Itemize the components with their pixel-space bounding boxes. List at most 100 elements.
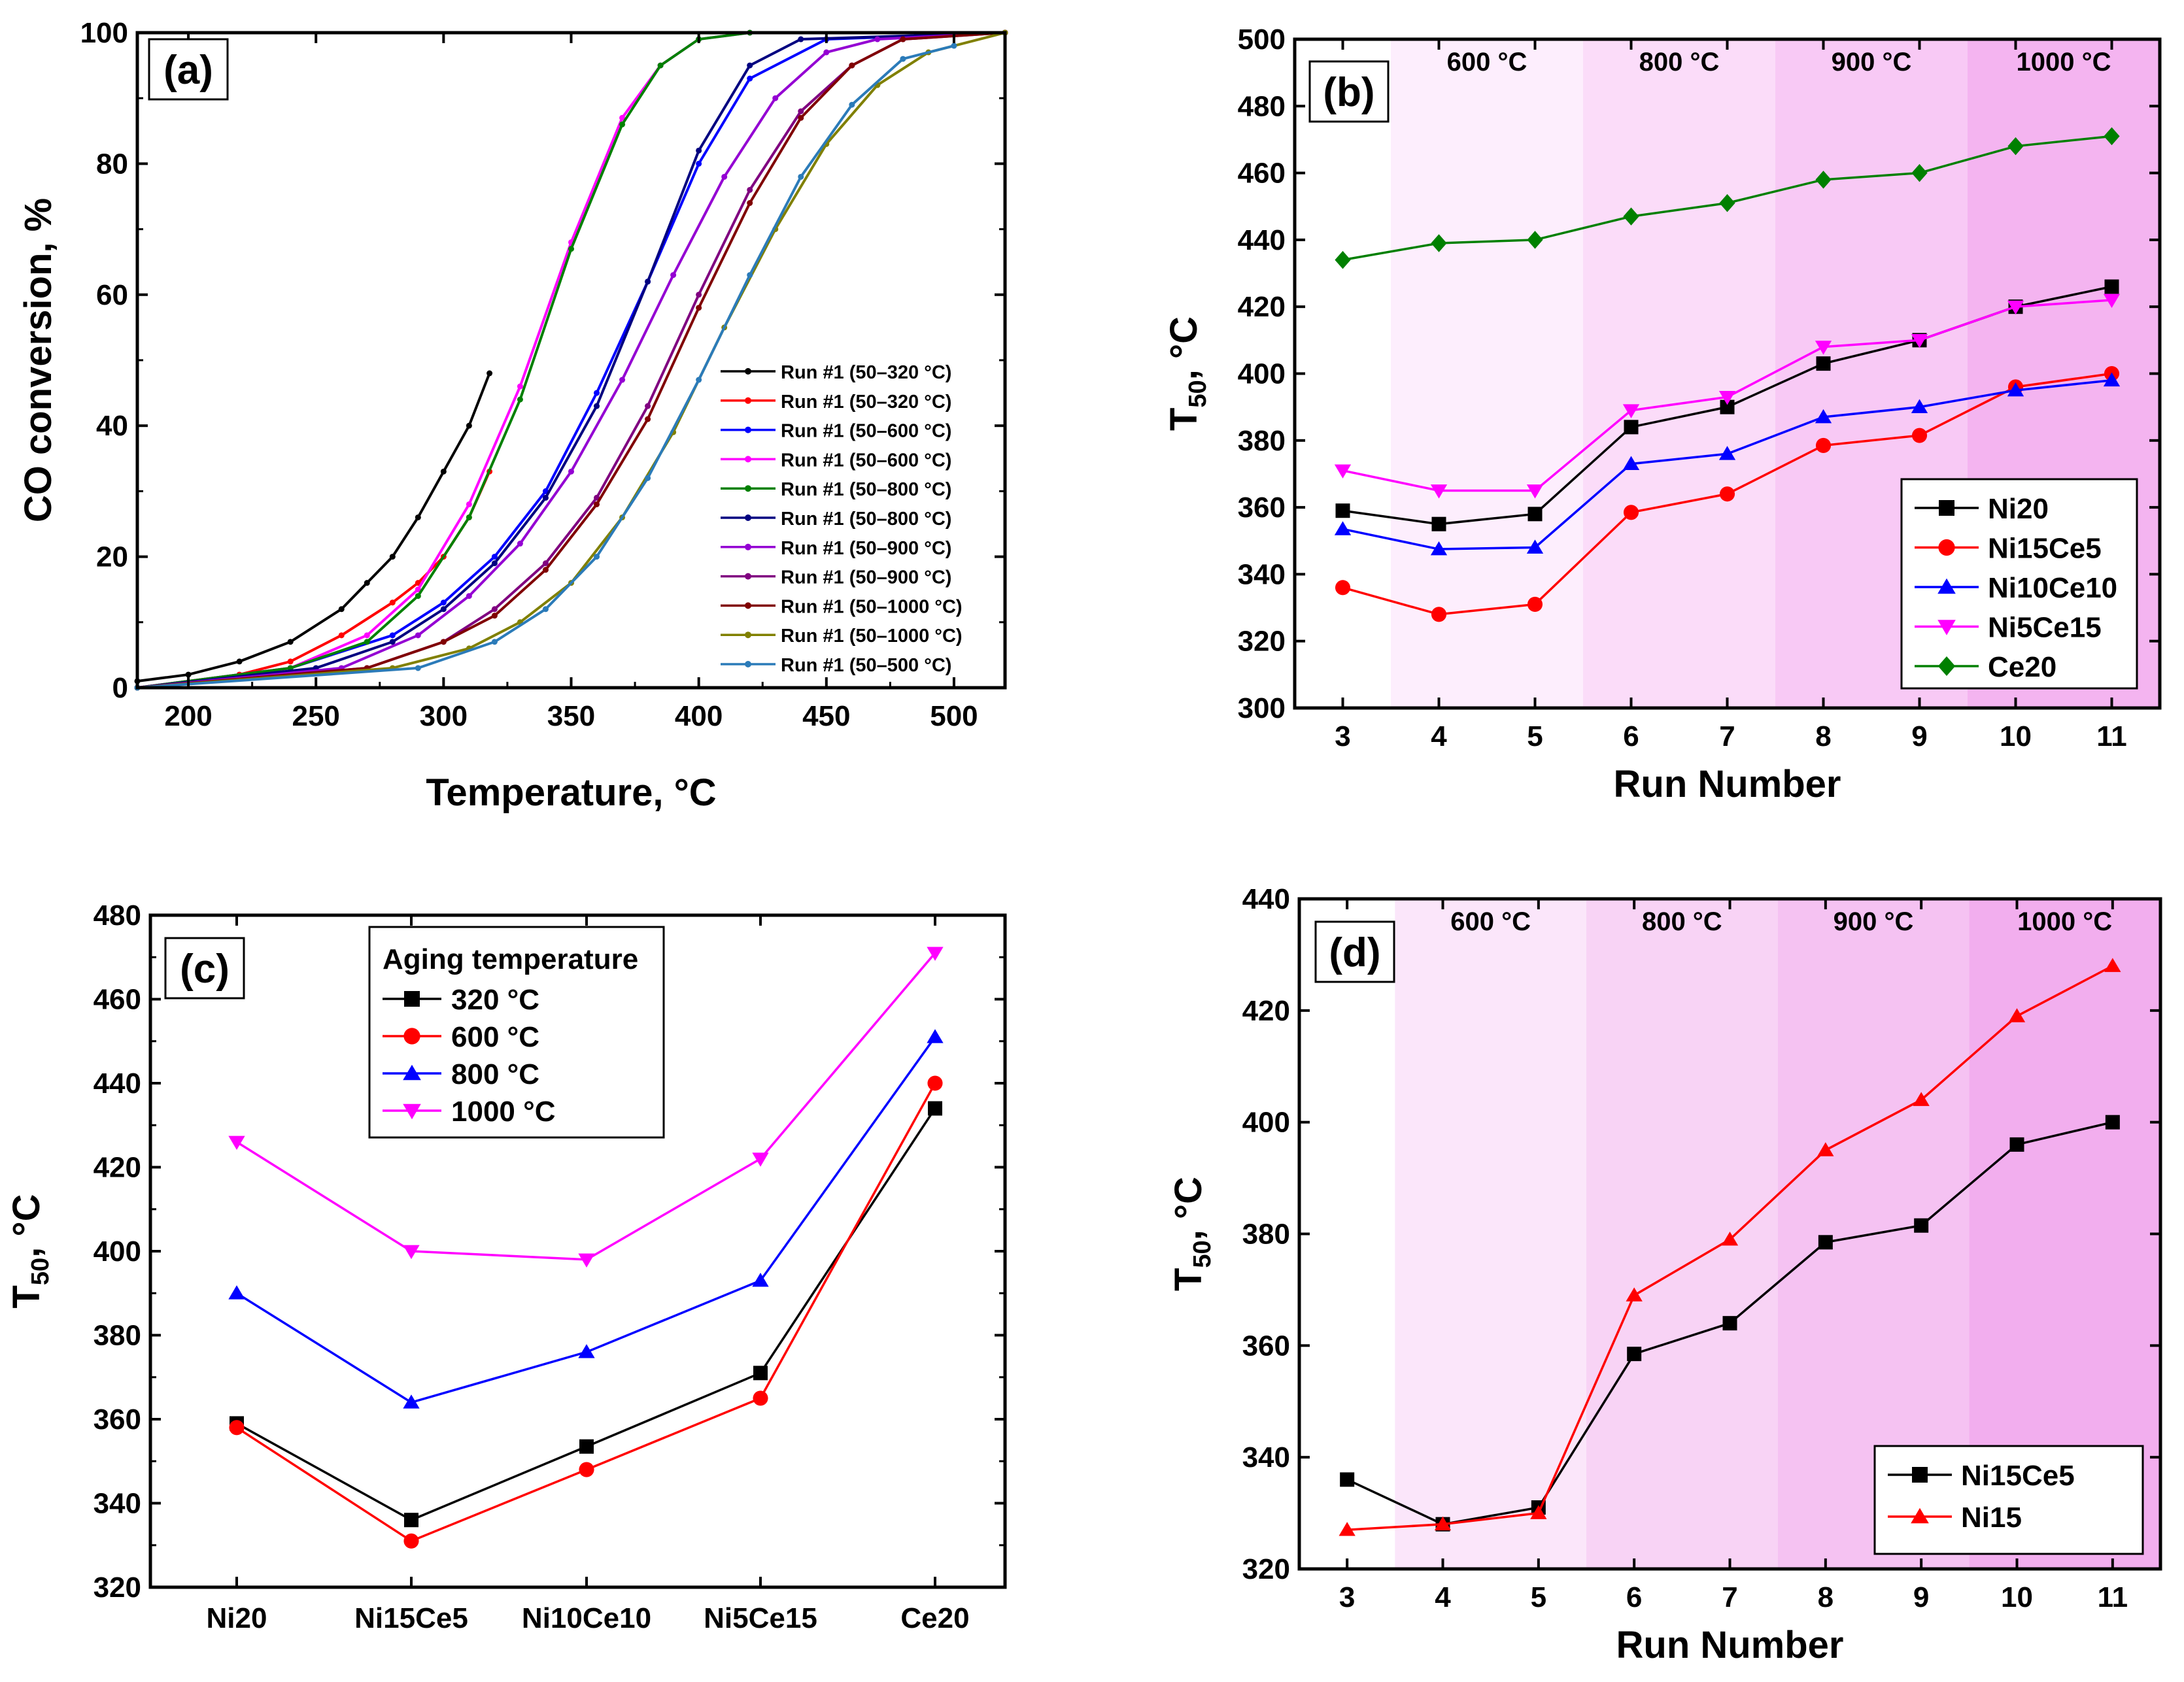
data-point: [228, 1285, 245, 1300]
legend-label: Ni20: [1988, 493, 2049, 525]
data-point: [849, 62, 855, 69]
data-point: [1434, 1516, 1452, 1531]
data-point: [364, 632, 370, 639]
y-tick-label: 480: [1238, 90, 1286, 122]
y-axis-title-main: T: [1167, 1268, 1210, 1291]
data-point: [645, 403, 651, 409]
data-point: [389, 639, 396, 645]
data-point: [228, 1135, 245, 1151]
x-tick-label: 9: [1911, 720, 1927, 752]
data-point: [696, 292, 702, 298]
aging-band-label: 800 °C: [1642, 907, 1722, 936]
aging-band: [1586, 899, 1778, 1569]
data-point: [1911, 334, 1928, 348]
x-category-label: Ni10Ce10: [522, 1602, 651, 1634]
data-point: [1430, 484, 1448, 499]
series-3: [228, 947, 944, 1268]
data-point: [696, 377, 702, 383]
data-point: [415, 514, 421, 520]
data-point: [338, 632, 345, 639]
data-point: [696, 147, 702, 154]
data-point: [1527, 507, 1543, 522]
data-point: [1340, 1472, 1355, 1487]
data-point: [2007, 382, 2024, 397]
legend: Run #1 (50–320 °C) Run #1 (50–320 °C) Run …: [721, 362, 963, 676]
data-point: [753, 1366, 768, 1381]
data-point: [752, 1272, 769, 1287]
legend-label: 1000 °C: [451, 1096, 555, 1128]
y-tick-label: 440: [94, 1068, 141, 1100]
data-point: [2104, 127, 2120, 146]
x-tick-label: 8: [1815, 720, 1831, 752]
aging-band-label: 900 °C: [1834, 907, 1914, 936]
x-tick-label: 8: [1818, 1581, 1834, 1613]
data-point: [798, 173, 804, 180]
y-axis-title: T50, °C: [1167, 1177, 1216, 1291]
y-tick-label: 20: [96, 541, 128, 573]
data-point: [1622, 404, 1640, 418]
data-point: [1430, 541, 1448, 556]
aging-band-label: 900 °C: [1832, 48, 1912, 76]
data-point: [1914, 1218, 1929, 1233]
panel-b: 600 °C 800 °C 900 °C 1000 °C 300 320 340 360 380…: [1163, 24, 2162, 805]
legend-label: Run #1 (50–900 °C): [781, 567, 951, 588]
series-10: [134, 42, 957, 691]
legend-marker: [745, 602, 751, 609]
data-point: [517, 541, 523, 547]
series-line: [137, 31, 1006, 689]
data-point: [579, 1439, 594, 1454]
data-point: [1815, 409, 1832, 424]
data-point: [1623, 207, 1639, 226]
data-point: [389, 599, 396, 606]
legend-label: Run #1 (50–800 °C): [781, 479, 951, 500]
x-axis-title: Run Number: [1616, 1624, 1844, 1666]
data-point: [364, 580, 370, 586]
x-axis-title: Run Number: [1614, 763, 1841, 805]
data-point: [2009, 1137, 2024, 1152]
data-point: [338, 606, 345, 613]
data-point: [927, 1029, 944, 1043]
data-point: [185, 671, 192, 678]
data-point: [1622, 456, 1640, 470]
data-point: [1718, 446, 1736, 460]
x-tick-label: 6: [1623, 720, 1639, 752]
data-point: [440, 599, 447, 606]
data-point: [823, 49, 830, 56]
series-0: [134, 370, 493, 684]
series-2: [228, 1029, 944, 1409]
y-tick-label: 380: [94, 1320, 141, 1352]
data-point: [798, 114, 804, 121]
aging-band-label: 600 °C: [1447, 48, 1527, 76]
legend-marker: [1938, 539, 1955, 556]
data-point: [696, 160, 702, 167]
data-point: [542, 494, 549, 501]
data-point: [747, 186, 753, 193]
data-point: [578, 1344, 595, 1358]
data-point: [1815, 341, 1832, 355]
x-tick-label: 11: [2096, 720, 2127, 752]
data-point: [951, 42, 957, 49]
data-point: [619, 114, 626, 121]
data-point: [568, 468, 574, 475]
legend-marker: [745, 573, 751, 580]
data-point: [236, 658, 243, 665]
data-point: [1335, 503, 1350, 518]
y-tick-label: 0: [112, 672, 128, 704]
legend-label: 320 °C: [451, 984, 539, 1016]
data-point: [542, 606, 549, 613]
data-point: [1431, 516, 1446, 531]
data-point: [517, 396, 523, 403]
legend-marker: [1912, 1467, 1928, 1483]
data-point: [645, 475, 651, 481]
data-point: [798, 108, 804, 114]
data-point: [415, 586, 421, 593]
legend-marker: [403, 1028, 420, 1045]
x-tick-label: 3: [1339, 1581, 1355, 1613]
x-tick-label: 7: [1722, 1581, 1737, 1613]
data-point: [404, 1513, 418, 1528]
legend-label: Ni15Ce5: [1961, 1460, 2075, 1492]
data-point: [670, 272, 677, 278]
data-point: [2008, 1008, 2026, 1022]
data-point: [1335, 580, 1351, 596]
y-tick-label: 420: [94, 1152, 141, 1184]
